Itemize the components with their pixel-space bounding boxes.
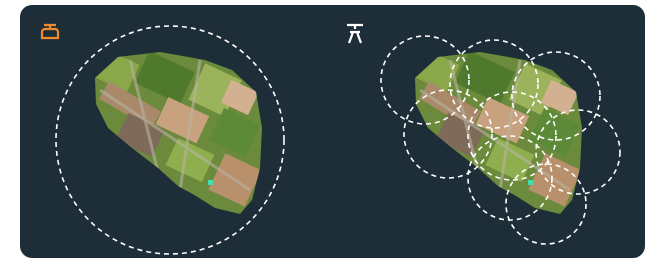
- illustration: [0, 0, 668, 261]
- page: [0, 0, 668, 261]
